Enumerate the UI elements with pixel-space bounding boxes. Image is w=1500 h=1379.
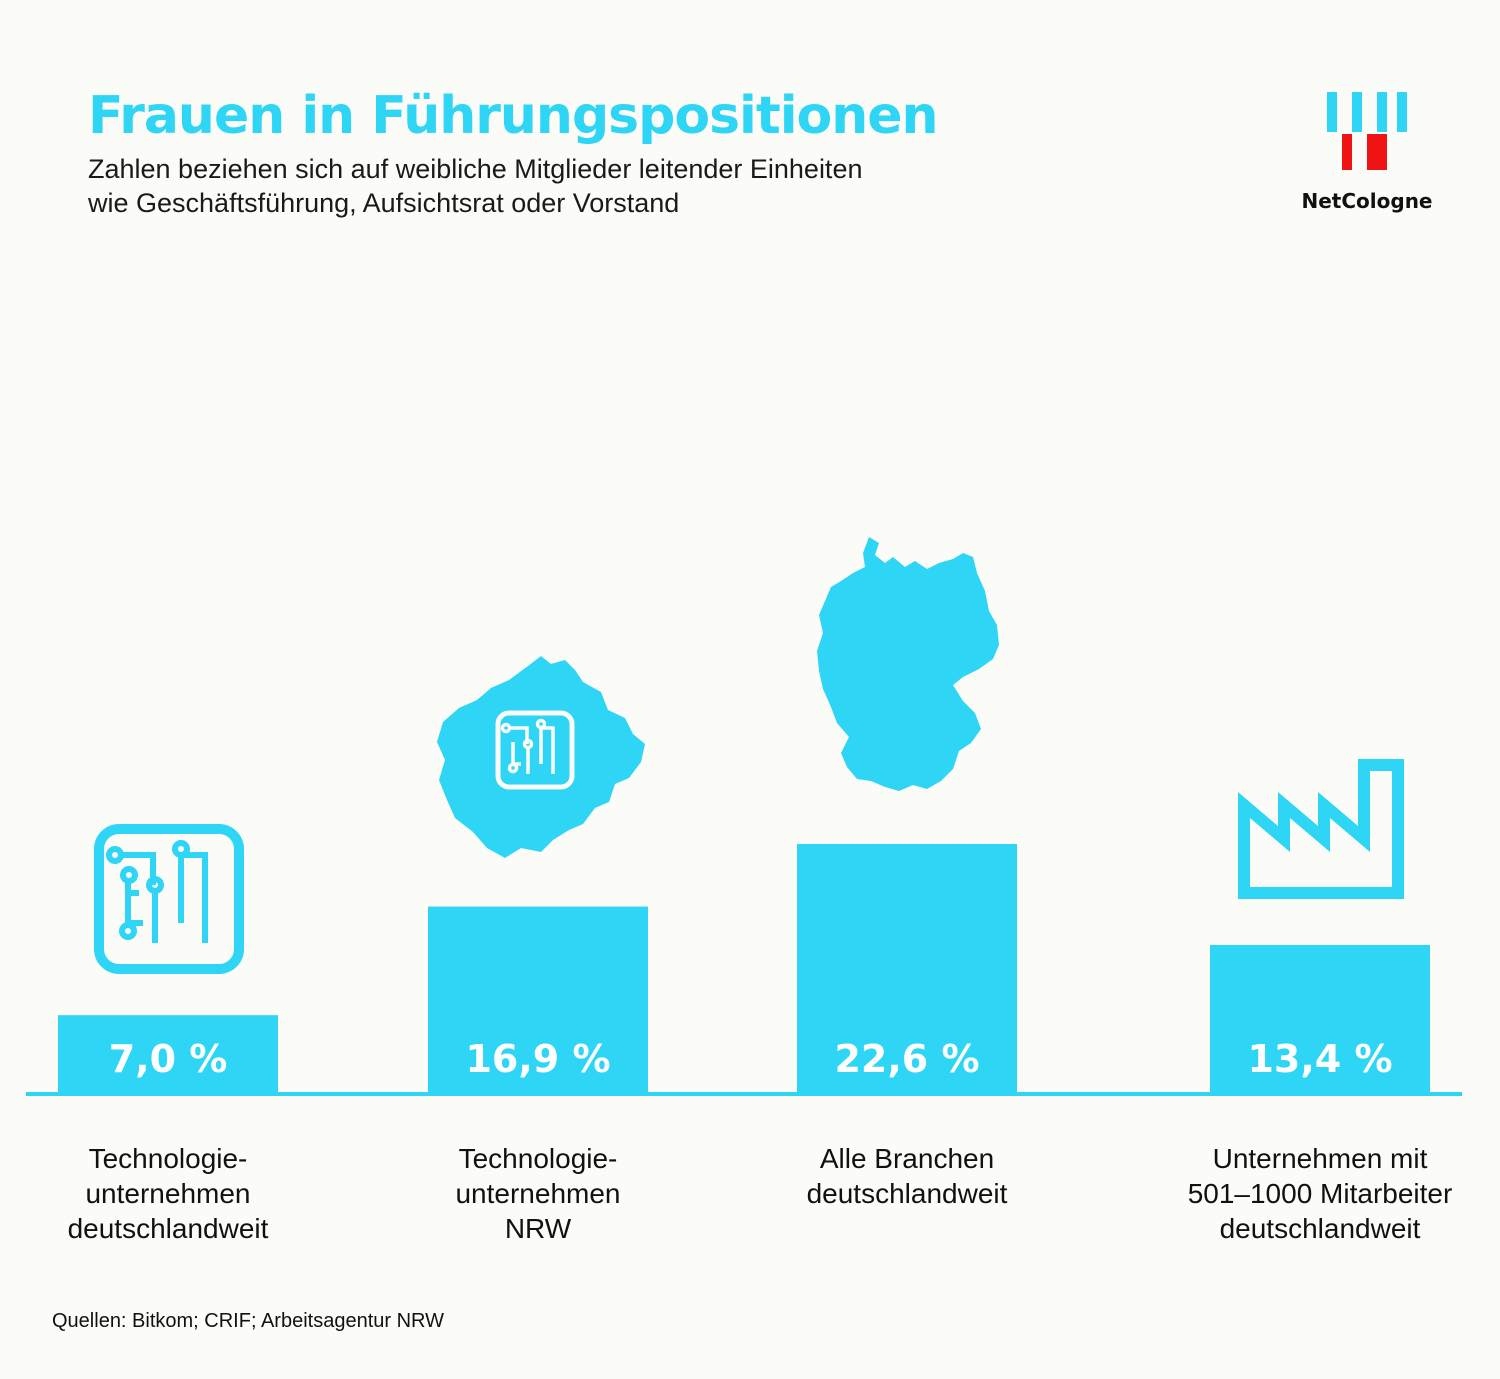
bar-value-label-3: 13,4 % xyxy=(1247,1037,1392,1081)
bar-value-label-1: 16,9 % xyxy=(465,1037,610,1081)
category-label-2-line-0: Alle Branchen xyxy=(819,1143,995,1174)
category-label-0-line-1: unternehmen xyxy=(85,1178,251,1209)
bar-value-label-2: 22,6 % xyxy=(834,1037,979,1081)
circuit-chip-icon xyxy=(94,824,244,974)
category-label-0: Technologie- unternehmen deutschlandweit xyxy=(0,1141,338,1246)
category-label-2: Alle Branchen deutschlandweit xyxy=(737,1141,1077,1211)
page-subtitle: Zahlen beziehen sich auf weibliche Mitgl… xyxy=(88,152,1088,220)
category-label-0-line-0: Technologie- xyxy=(88,1143,248,1174)
bar-2 xyxy=(797,844,1017,1092)
category-label-1-line-1: unternehmen xyxy=(455,1178,621,1209)
category-label-1-line-2: NRW xyxy=(504,1213,572,1244)
category-label-0-line-2: deutschlandweit xyxy=(67,1213,269,1244)
nrw-map-chip-icon xyxy=(437,656,645,858)
category-label-3: Unternehmen mit 501–1000 Mitarbeiter deu… xyxy=(1150,1141,1490,1246)
category-label-1: Technologie- unternehmen NRW xyxy=(368,1141,708,1246)
subtitle-line-1: Zahlen beziehen sich auf weibliche Mitgl… xyxy=(88,154,863,184)
factory-icon xyxy=(1238,759,1404,899)
page-title: Frauen in Führungspositionen xyxy=(88,86,939,146)
bar-1 xyxy=(428,906,648,1092)
netcologne-logo: NetCologne xyxy=(1300,92,1434,222)
germany-map-icon xyxy=(817,537,999,791)
bar-3 xyxy=(1210,944,1430,1092)
bar-0 xyxy=(58,1015,278,1092)
category-label-2-line-1: deutschlandweit xyxy=(806,1178,1008,1209)
subtitle-line-2: wie Geschäftsführung, Aufsichtsrat oder … xyxy=(88,188,680,218)
logo-wordmark: NetCologne xyxy=(1301,189,1433,213)
category-label-3-line-1: 501–1000 Mitarbeiter xyxy=(1187,1178,1453,1209)
source-note: Quellen: Bitkom; CRIF; Arbeitsagentur NR… xyxy=(52,1310,444,1332)
category-label-1-line-0: Technologie- xyxy=(458,1143,618,1174)
netcologne-logo-icon xyxy=(1327,92,1407,170)
category-label-3-line-0: Unternehmen mit xyxy=(1212,1143,1428,1174)
category-label-3-line-2: deutschlandweit xyxy=(1219,1213,1421,1244)
bar-value-label-0: 7,0 % xyxy=(109,1037,228,1081)
